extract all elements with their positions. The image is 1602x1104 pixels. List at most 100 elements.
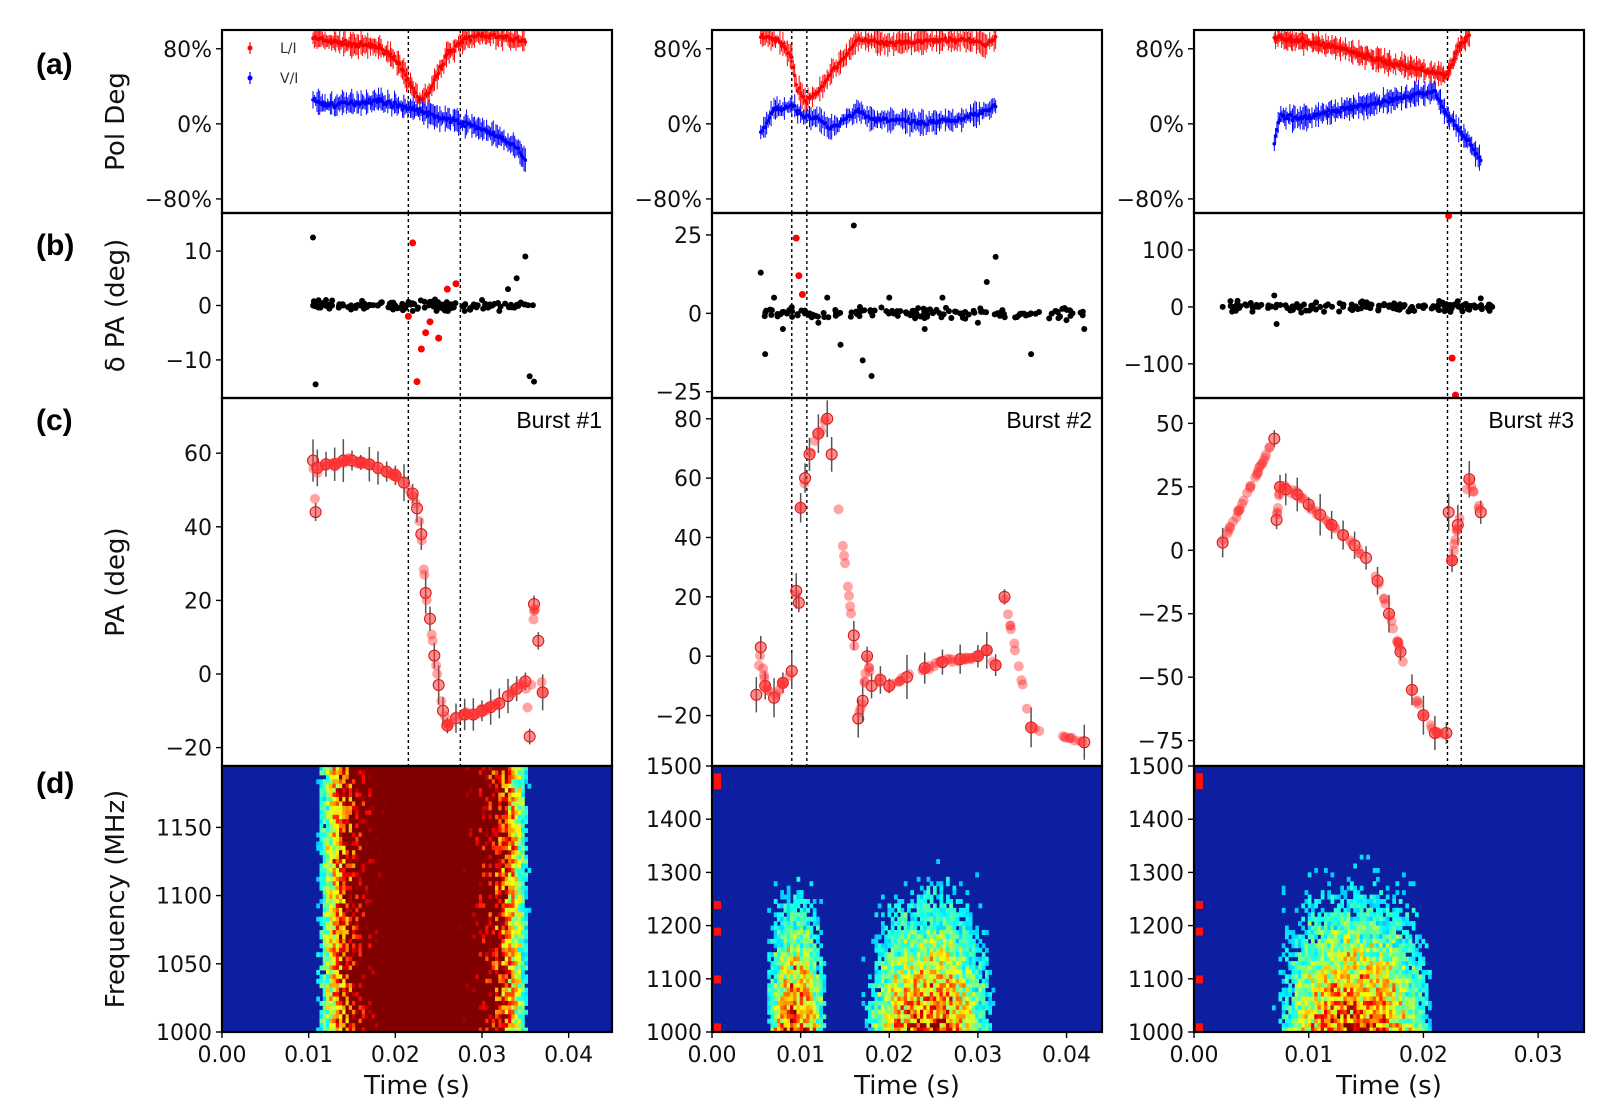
heatmap-cell [329, 850, 333, 856]
heatmap-cell [511, 872, 515, 878]
heatmap-cell [517, 854, 522, 860]
pa-point [386, 469, 397, 480]
heatmap-cell [449, 770, 454, 776]
dpa-point [761, 313, 768, 320]
heatmap-cell [488, 841, 493, 847]
heatmap-cell [446, 770, 450, 776]
heatmap-cell [384, 797, 389, 802]
heatmap-cell [488, 805, 493, 811]
heatmap-cell [430, 894, 434, 900]
heatmap-cell [504, 774, 509, 780]
heatmap-cell [384, 872, 389, 878]
heatmap-cell [332, 850, 337, 856]
pa-point [864, 662, 875, 673]
heatmap-cell [498, 766, 502, 771]
heatmap-cell [456, 774, 460, 780]
heatmap-cell [485, 770, 489, 776]
heatmap-cell [391, 850, 395, 856]
heatmap-cell [491, 841, 496, 847]
pa-point [1408, 685, 1419, 696]
pa-point [1324, 518, 1335, 529]
heatmap-cell [348, 885, 353, 891]
heatmap-cell [345, 783, 350, 789]
pa-point [809, 435, 820, 446]
heatmap-cell [488, 894, 493, 900]
heatmap-cell [485, 814, 489, 820]
pa-point [759, 673, 770, 684]
heatmap-cell [472, 783, 476, 789]
pa-point [874, 673, 885, 684]
heatmap-cell [322, 797, 327, 802]
heatmap-cell [348, 854, 353, 860]
pa-point [1329, 522, 1340, 533]
heatmap-cell [446, 872, 450, 878]
pa-point [1379, 594, 1390, 605]
heatmap-cell [348, 863, 353, 869]
dpa-point [421, 298, 428, 305]
heatmap-cell [456, 766, 460, 771]
heatmap-cell [384, 814, 389, 820]
heatmap-cell [391, 867, 395, 873]
heatmap-cell [348, 832, 353, 838]
heatmap-cell [413, 783, 418, 789]
heatmap-cell [339, 859, 343, 865]
heatmap-cell [491, 801, 496, 807]
heatmap-cell [326, 832, 330, 838]
heatmap-cell [394, 836, 398, 842]
heatmap-cell [397, 814, 402, 820]
dpa-point [1219, 303, 1226, 310]
heatmap-cell [319, 779, 324, 785]
dpa-outlier-point [452, 280, 460, 288]
heatmap-cell [391, 823, 395, 829]
heatmap-cell [397, 863, 402, 869]
heatmap-cell [498, 854, 502, 860]
pa-point [308, 463, 319, 474]
heatmap-cell [387, 766, 392, 771]
heatmap-cell [400, 810, 405, 816]
heatmap-cell [420, 797, 424, 802]
heatmap-cell [521, 890, 525, 896]
heatmap-cell [368, 836, 372, 842]
heatmap-cell [524, 885, 528, 891]
heatmap-cell [329, 779, 333, 785]
pa-point [320, 458, 331, 469]
heatmap-cell [322, 832, 327, 838]
dpa-point [522, 253, 529, 260]
heatmap-cell [521, 774, 525, 780]
heatmap-cell [417, 770, 421, 776]
heatmap-cell [508, 774, 512, 780]
heatmap-cell [384, 810, 389, 816]
heatmap-cell [459, 819, 463, 825]
pa-point [351, 458, 362, 469]
heatmap-cell [514, 779, 519, 785]
heatmap-cell [339, 832, 343, 838]
pa-point [1250, 472, 1261, 483]
heatmap-cell [355, 836, 359, 842]
heatmap-cell [465, 876, 470, 882]
dpa-point [1358, 305, 1365, 312]
heatmap-cell [430, 770, 434, 776]
heatmap-cell [472, 832, 476, 838]
heatmap-cell [387, 881, 392, 887]
pa-point [354, 457, 365, 468]
heatmap-cell [339, 801, 343, 807]
heatmap-cell [439, 872, 444, 878]
heatmap-cell [423, 797, 428, 802]
heatmap-cell [443, 792, 447, 798]
heatmap-cell [400, 899, 405, 904]
heatmap-cell [397, 801, 402, 807]
heatmap-cell [371, 788, 376, 794]
heatmap-cell [452, 819, 457, 825]
heatmap-cell [514, 828, 519, 833]
pa-point [1440, 727, 1453, 740]
heatmap-cell [491, 836, 496, 842]
heatmap-cell [368, 797, 372, 802]
heatmap-cell [365, 867, 369, 873]
dpa-point [1313, 299, 1320, 306]
heatmap-cell [521, 819, 525, 825]
heatmap-cell [517, 859, 522, 865]
pa-point [407, 490, 418, 501]
heatmap-cell [517, 872, 522, 878]
heatmap-cell [498, 797, 502, 802]
dpa-point [1442, 304, 1449, 311]
